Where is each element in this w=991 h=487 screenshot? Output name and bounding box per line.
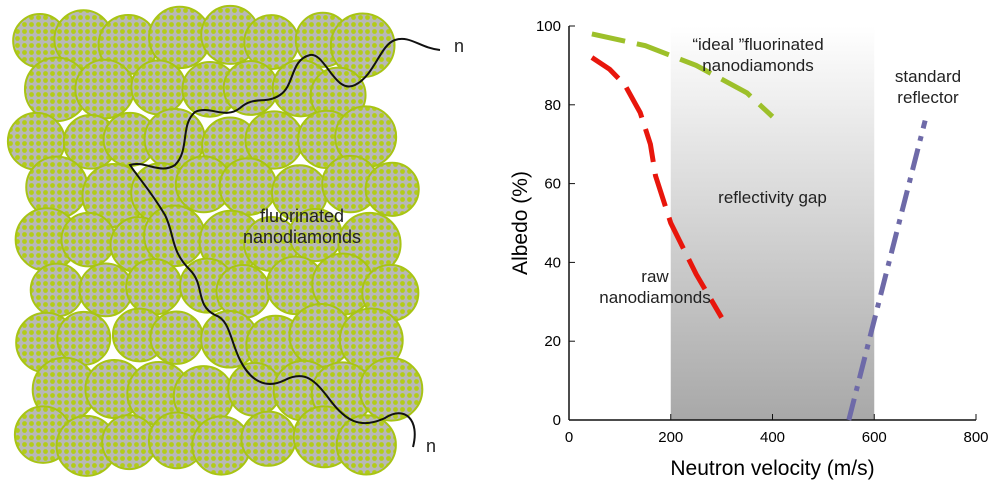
nanodiamond — [80, 263, 133, 316]
y-tick-label: 40 — [544, 254, 561, 271]
nanodiamond — [31, 264, 84, 317]
illustration-label: fluorinated nanodiamonds — [243, 206, 361, 248]
y-tick-label: 80 — [544, 97, 561, 114]
x-axis-label: Neutron velocity (m/s) — [670, 457, 874, 480]
y-tick-label: 20 — [544, 333, 561, 350]
x-tick-label: 0 — [565, 429, 573, 446]
y-tick-label: 0 — [553, 412, 561, 429]
y-axis-label: Albedo (%) — [509, 171, 532, 275]
y-tick-label: 60 — [544, 176, 561, 193]
neutron-label: n — [454, 36, 464, 57]
nanodiamond — [337, 415, 396, 474]
nanodiamond — [61, 213, 115, 267]
x-tick-label: 400 — [760, 429, 785, 446]
x-tick-label: 600 — [862, 429, 887, 446]
nanodiamond — [366, 163, 419, 216]
nanodiamond — [150, 311, 202, 363]
nanodiamond — [224, 61, 278, 115]
chart: 0 200 400 600 800 0 20 40 60 80 100 Neutron velocit… — [0, 0, 991, 487]
y-tick-label: 100 — [536, 18, 561, 35]
series-label: raw nanodiamonds — [599, 266, 711, 308]
neutron-label: n — [426, 436, 436, 457]
series-label: “ideal ”fluorinated nanodiamonds — [692, 34, 823, 76]
nanodiamond — [126, 259, 182, 315]
nanodiamond — [144, 206, 204, 266]
illustration — [8, 6, 440, 476]
figure: 0 200 400 600 800 0 20 40 60 80 100 Neutron velocit… — [0, 0, 991, 487]
x-tick-label: 200 — [658, 429, 683, 446]
nanodiamond — [131, 60, 185, 114]
shaded-region — [671, 26, 875, 420]
nanodiamond — [241, 412, 295, 466]
nanodiamond — [26, 157, 87, 218]
nanodiamond — [216, 265, 269, 318]
series-label: standard reflector — [895, 66, 961, 108]
shaded-label: reflectivity gap — [718, 187, 827, 208]
x-tick-label: 800 — [963, 429, 988, 446]
nanodiamond — [75, 60, 134, 119]
nanodiamond — [360, 358, 423, 421]
